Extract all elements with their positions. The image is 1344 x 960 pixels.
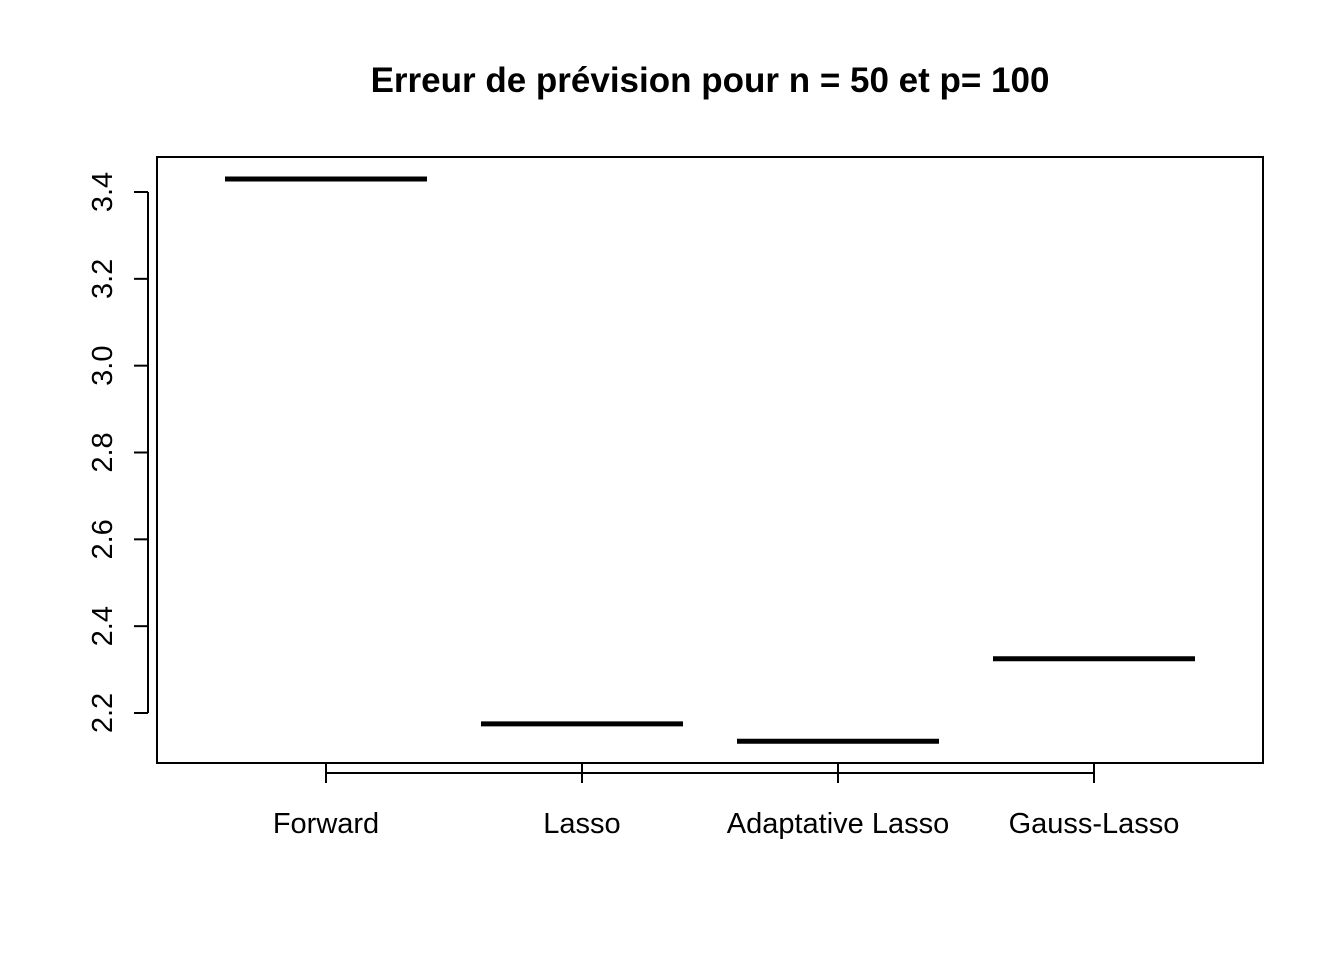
y-tick-label: 2.8	[87, 432, 119, 472]
x-tick-label: Lasso	[543, 808, 620, 840]
y-tick-label: 2.6	[87, 519, 119, 559]
y-tick-label: 2.4	[87, 606, 119, 646]
chart-title: Erreur de prévision pour n = 50 et p= 10…	[371, 61, 1050, 100]
x-tick-label: Gauss-Lasso	[1009, 808, 1180, 840]
y-tick-label: 3.2	[87, 259, 119, 299]
x-tick-label: Adaptative Lasso	[727, 808, 949, 840]
plot-frame	[156, 156, 1264, 764]
x-tick-label: Forward	[273, 808, 379, 840]
y-axis-ticks: 2.2 2.4 2.6 2.8 3.0 3.2 3.4	[87, 172, 148, 733]
y-tick-label: 3.4	[87, 172, 119, 212]
median-lines	[225, 176, 1195, 744]
x-axis-ticks: Forward Lasso Adaptative Lasso Gauss-Lasso	[273, 763, 1180, 840]
y-tick-label: 2.2	[87, 693, 119, 733]
y-tick-label: 3.0	[87, 346, 119, 386]
